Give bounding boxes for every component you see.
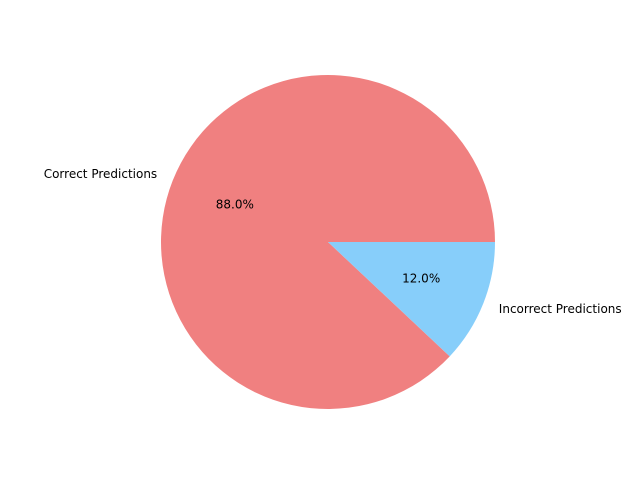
pie-value-label: 12.0% [402, 271, 440, 285]
pie-slice-label: Correct Predictions [44, 167, 157, 181]
pie-value-label: 88.0% [216, 198, 254, 212]
pie-slice-incorrect [328, 242, 495, 357]
pie-slice-label: Incorrect Predictions [499, 302, 622, 316]
pie-slice-labels: Correct Predictions Incorrect Predictions [44, 167, 622, 316]
pie-slices [161, 75, 496, 410]
pie-value-labels: 88.0% 12.0% [216, 198, 440, 286]
pie-slice-correct [161, 75, 496, 410]
